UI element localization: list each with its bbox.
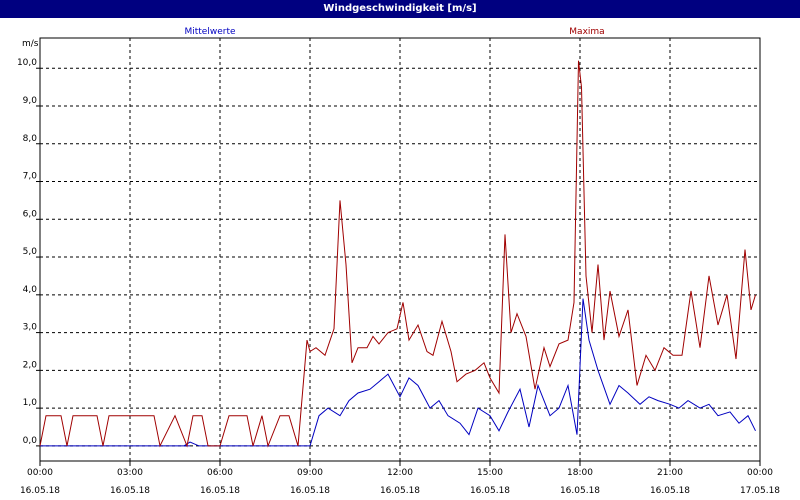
x-tick-date-label: 16.05.18 xyxy=(20,486,60,496)
y-tick-label: 7,0 xyxy=(23,172,38,182)
x-tick-time-label: 15:00 xyxy=(477,468,503,478)
legend-mittelwerte: Mittelwerte xyxy=(184,27,235,37)
x-tick-time-label: 03:00 xyxy=(117,468,143,478)
x-tick-date-label: 16.05.18 xyxy=(650,486,690,496)
x-tick-time-label: 06:00 xyxy=(207,468,233,478)
y-grid xyxy=(40,67,760,447)
x-tick-date-label: 16.05.18 xyxy=(380,486,420,496)
legend-maxima: Maxima xyxy=(569,27,604,37)
x-grid xyxy=(129,38,671,461)
x-tick-date-label: 16.05.18 xyxy=(560,486,600,496)
y-tick-label: 9,0 xyxy=(23,96,38,106)
x-tick-time-label: 00:00 xyxy=(747,468,773,478)
series-line-mittelwerte xyxy=(40,298,756,447)
y-tick-label: 4,0 xyxy=(23,285,38,295)
x-tick-time-label: 09:00 xyxy=(297,468,323,478)
chart-background xyxy=(0,18,800,500)
y-axis-label: m/s xyxy=(22,39,39,49)
x-tick-time-label: 00:00 xyxy=(27,468,53,478)
x-tick-time-label: 12:00 xyxy=(387,468,413,478)
x-tick-date-label: 16.05.18 xyxy=(290,486,330,496)
x-tick-date-label: 16.05.18 xyxy=(470,486,510,496)
x-tick-time-label: 21:00 xyxy=(657,468,683,478)
series-group xyxy=(39,60,756,448)
x-tick-date-label: 16.05.18 xyxy=(200,486,240,496)
series-line-maxima xyxy=(39,60,756,448)
window-title: Windgeschwindigkeit [m/s] xyxy=(0,0,800,18)
x-tick-time-label: 18:00 xyxy=(567,468,593,478)
wind-speed-chart: 0,0 1,0 2,0 3,0 4,0 5,0 6,0 7,0 8,0 9,0 10,0 00:00… xyxy=(0,18,800,500)
y-tick-label: 2,0 xyxy=(23,360,38,370)
x-tick-date-label: 17.05.18 xyxy=(740,486,780,496)
y-tick-label: 3,0 xyxy=(23,323,38,333)
y-tick-label: 5,0 xyxy=(23,247,38,257)
y-axis-ticks: 0,0 1,0 2,0 3,0 4,0 5,0 6,0 7,0 8,0 9,0 10,0 xyxy=(17,58,40,447)
y-tick-label: 8,0 xyxy=(23,134,38,144)
y-tick-label: 6,0 xyxy=(23,209,38,219)
y-tick-label: 10,0 xyxy=(17,58,37,68)
x-tick-date-label: 16.05.18 xyxy=(110,486,150,496)
y-tick-label: 1,0 xyxy=(23,398,38,408)
y-tick-label: 0,0 xyxy=(23,436,38,446)
x-axis-ticks: 00:00 16.05.18 03:00 16.05.18 06:00 16.05.18 0… xyxy=(20,461,780,496)
